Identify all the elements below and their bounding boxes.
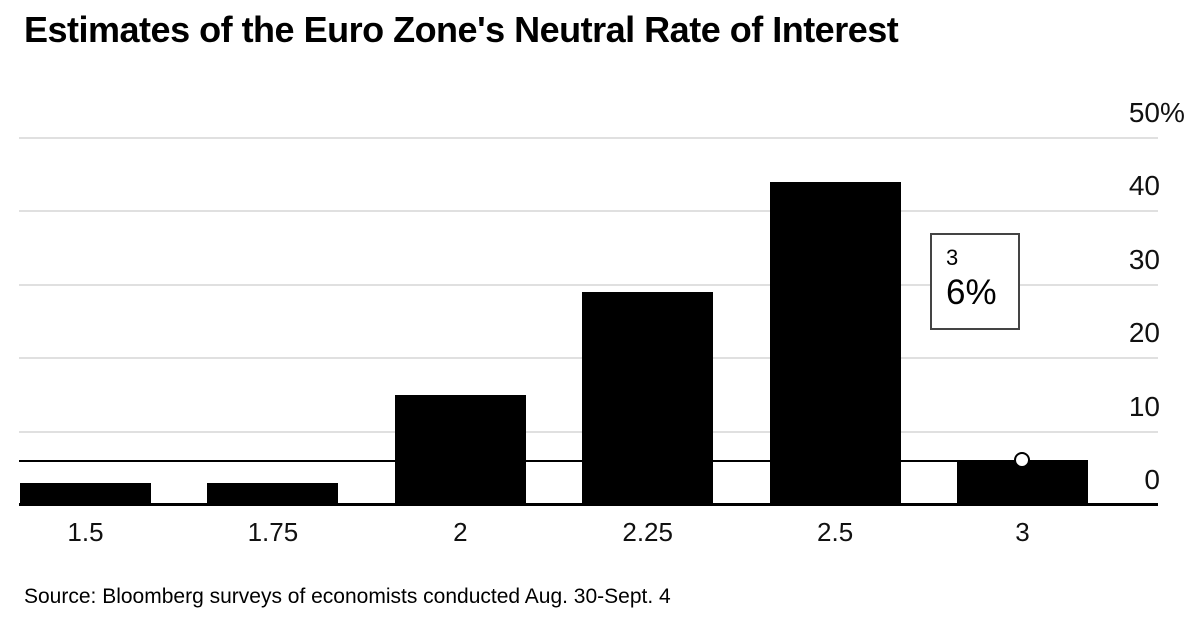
- gridline-50: [19, 137, 1158, 139]
- x-tick-label-2: 2: [453, 517, 468, 547]
- y-tick-number: 0: [1144, 464, 1160, 495]
- y-tick-number: 10: [1128, 390, 1160, 422]
- y-tick-number: 40: [1128, 170, 1160, 202]
- y-tick-label-40: 40: [1090, 171, 1160, 201]
- bar-2[interactable]: [394, 394, 526, 505]
- y-tick-label-10: 10: [1090, 390, 1160, 422]
- y-tick-percent-suffix: %: [1160, 97, 1185, 128]
- x-tick-label-1.75: 1.75: [247, 517, 299, 547]
- y-tick-label-50: 50%: [1090, 98, 1185, 128]
- bar-3[interactable]: [957, 460, 1088, 505]
- y-tick-number: 50: [1128, 97, 1160, 128]
- x-axis-line: [19, 503, 1158, 506]
- x-tick-label-3: 3: [1015, 517, 1030, 547]
- gridline-40: [19, 210, 1158, 213]
- y-tick-label-30: 30: [1090, 243, 1160, 275]
- y-tick-number: 30: [1128, 243, 1160, 275]
- x-tick-label-2.5: 2.5: [817, 517, 854, 547]
- tooltip: 3 6%: [930, 233, 1020, 330]
- tooltip-value: 6%: [946, 273, 997, 312]
- hover-marker-dot: [1014, 452, 1030, 469]
- bar-1.75[interactable]: [207, 482, 339, 505]
- x-tick-label-2.25: 2.25: [622, 517, 673, 547]
- tooltip-category: 3: [946, 245, 959, 270]
- source-note: Source: Bloomberg surveys of economists …: [24, 585, 671, 608]
- x-tick-label-1.5: 1.5: [67, 517, 104, 547]
- bar-2.5[interactable]: [769, 182, 901, 505]
- bar-2.25[interactable]: [582, 292, 714, 505]
- chart-title: Estimates of the Euro Zone's Neutral Rat…: [24, 9, 899, 50]
- y-tick-label-0: 0: [1090, 465, 1160, 495]
- y-tick-number: 20: [1128, 317, 1160, 349]
- gridline-30: [19, 283, 1158, 286]
- bar-1.5[interactable]: [20, 482, 151, 505]
- crosshair-line: [19, 459, 1088, 463]
- y-tick-label-20: 20: [1090, 318, 1160, 348]
